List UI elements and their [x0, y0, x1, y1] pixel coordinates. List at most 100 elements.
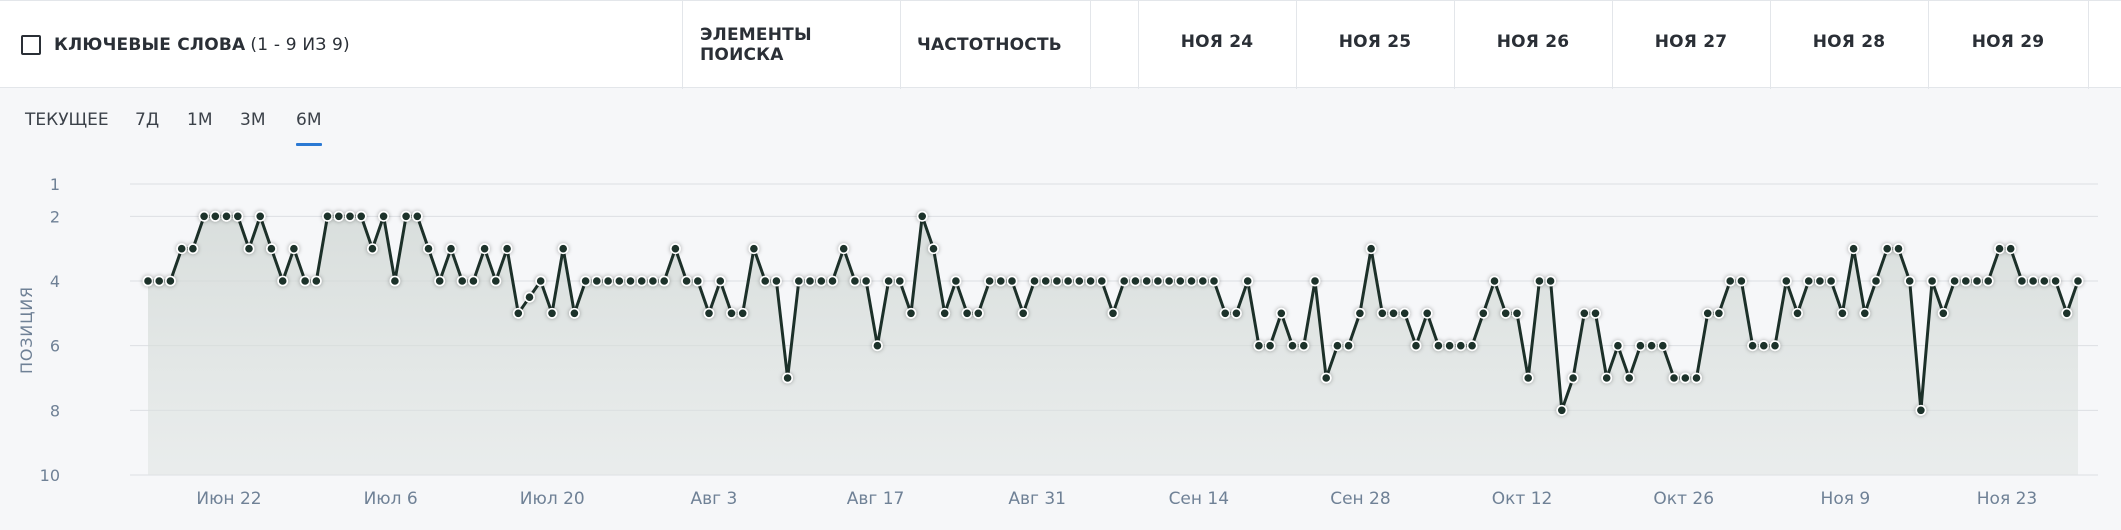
data-point[interactable] [1410, 340, 1422, 352]
data-point[interactable] [254, 210, 266, 222]
data-point[interactable] [1197, 275, 1209, 287]
data-point[interactable] [1926, 275, 1938, 287]
tab-3m[interactable]: 3М [240, 110, 266, 130]
data-point[interactable] [591, 275, 603, 287]
data-point[interactable] [1096, 275, 1108, 287]
data-point[interactable] [1062, 275, 1074, 287]
data-point[interactable] [1320, 372, 1332, 384]
data-point[interactable] [1421, 307, 1433, 319]
data-point[interactable] [894, 275, 906, 287]
data-point[interactable] [827, 275, 838, 287]
data-point[interactable] [916, 210, 928, 222]
data-point[interactable] [389, 275, 401, 287]
data-point[interactable] [860, 275, 872, 287]
data-point[interactable] [1982, 275, 1994, 287]
data-point[interactable] [535, 275, 547, 287]
data-point[interactable] [1253, 340, 1265, 352]
tab-6m[interactable]: 6М [296, 110, 322, 130]
data-point[interactable] [1792, 307, 1803, 319]
data-point[interactable] [265, 243, 277, 255]
data-point[interactable] [1825, 275, 1837, 287]
data-point[interactable] [546, 307, 558, 319]
data-point[interactable] [2038, 275, 2050, 287]
data-point[interactable] [164, 275, 176, 287]
data-point[interactable] [1287, 340, 1298, 352]
data-point[interactable] [299, 275, 311, 287]
data-point[interactable] [1590, 307, 1601, 319]
search-elements-column-header[interactable]: ЭЛЕМЕНТЫ ПОИСКА [700, 1, 900, 89]
data-point[interactable] [1971, 275, 1983, 287]
data-point[interactable] [849, 275, 861, 287]
data-point[interactable] [1466, 340, 1478, 352]
data-point[interactable] [1208, 275, 1220, 287]
data-point[interactable] [1612, 340, 1624, 352]
tab-current[interactable]: ТЕКУЩЕЕ [25, 110, 109, 130]
data-point[interactable] [771, 275, 782, 287]
data-point[interactable] [1702, 307, 1714, 319]
data-point[interactable] [221, 210, 232, 222]
tab-1m[interactable]: 1М [187, 110, 213, 130]
data-point[interactable] [1354, 307, 1366, 319]
data-point[interactable] [1814, 275, 1826, 287]
data-point[interactable] [1534, 275, 1545, 287]
data-point[interactable] [883, 275, 894, 287]
data-point[interactable] [1174, 275, 1186, 287]
data-point[interactable] [625, 275, 636, 287]
data-point[interactable] [782, 372, 793, 384]
data-point[interactable] [355, 210, 367, 222]
data-point[interactable] [1713, 307, 1725, 319]
date-column-header[interactable]: НОЯ 26 [1454, 1, 1612, 89]
data-point[interactable] [1915, 404, 1927, 416]
data-point[interactable] [613, 275, 625, 287]
data-point[interactable] [2050, 275, 2061, 287]
data-point[interactable] [995, 275, 1007, 287]
data-point[interactable] [1679, 372, 1691, 384]
data-point[interactable] [142, 275, 154, 287]
data-point[interactable] [277, 275, 289, 287]
data-point[interactable] [1578, 307, 1590, 319]
data-point[interactable] [1433, 340, 1444, 352]
data-point[interactable] [972, 307, 984, 319]
data-point[interactable] [198, 210, 210, 222]
data-point[interactable] [681, 275, 692, 287]
data-point[interactable] [1141, 275, 1153, 287]
data-point[interactable] [737, 307, 749, 319]
data-point[interactable] [1388, 307, 1399, 319]
data-point[interactable] [1937, 307, 1949, 319]
data-point[interactable] [905, 307, 917, 319]
data-point[interactable] [580, 275, 591, 287]
data-point[interactable] [445, 243, 457, 255]
data-point[interactable] [501, 243, 513, 255]
data-point[interactable] [490, 275, 502, 287]
data-point[interactable] [1399, 307, 1411, 319]
data-point[interactable] [1152, 275, 1164, 287]
date-column-header[interactable]: НОЯ 28 [1770, 1, 1928, 89]
data-point[interactable] [1376, 307, 1388, 319]
data-point[interactable] [984, 275, 995, 287]
data-point[interactable] [815, 275, 827, 287]
data-point[interactable] [2061, 307, 2073, 319]
data-point[interactable] [1511, 307, 1523, 319]
data-point[interactable] [1747, 340, 1758, 352]
data-point[interactable] [1017, 307, 1029, 319]
data-point[interactable] [1691, 372, 1702, 384]
data-point[interactable] [647, 275, 659, 287]
data-point[interactable] [1803, 275, 1815, 287]
data-point[interactable] [1780, 275, 1792, 287]
data-point[interactable] [1601, 372, 1613, 384]
data-point[interactable] [1264, 340, 1276, 352]
data-point[interactable] [1051, 275, 1063, 287]
data-point[interactable] [1724, 275, 1736, 287]
data-point[interactable] [748, 243, 760, 255]
data-point[interactable] [1994, 243, 2005, 255]
data-point[interactable] [322, 210, 333, 222]
data-point[interactable] [1006, 275, 1018, 287]
data-point[interactable] [1893, 243, 1904, 255]
data-point[interactable] [1500, 307, 1512, 319]
data-point[interactable] [1848, 243, 1859, 255]
data-point[interactable] [1556, 404, 1568, 416]
data-point[interactable] [950, 275, 962, 287]
data-point[interactable] [1960, 275, 1972, 287]
data-point[interactable] [1107, 307, 1119, 319]
date-column-header[interactable]: НОЯ 25 [1296, 1, 1454, 89]
